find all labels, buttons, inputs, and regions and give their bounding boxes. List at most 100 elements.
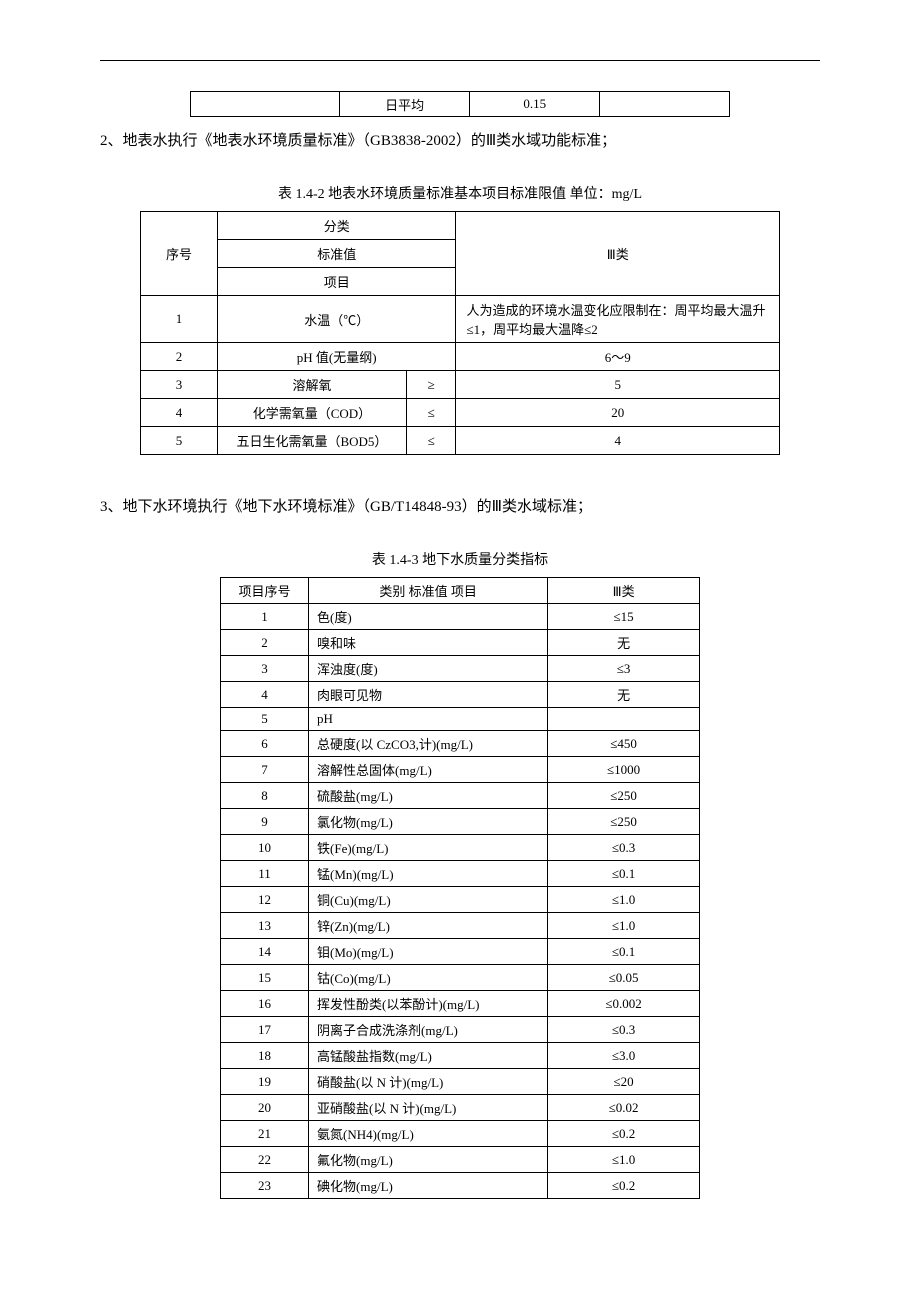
table-row: 22氟化物(mg/L)≤1.0: [221, 1147, 700, 1173]
row-num: 10: [221, 835, 309, 861]
row-num: 6: [221, 731, 309, 757]
table-row: 5五日生化需氧量（BOD5）≤4: [141, 427, 780, 455]
row-item: 铜(Cu)(mg/L): [309, 887, 548, 913]
row-val: 人为造成的环境水温变化应限制在：周平均最大温升≤1，周平均最大温降≤2: [456, 296, 780, 343]
table-row: 19硝酸盐(以 N 计)(mg/L)≤20: [221, 1069, 700, 1095]
row-val: ≤3.0: [548, 1043, 700, 1069]
table-row: 10铁(Fe)(mg/L)≤0.3: [221, 835, 700, 861]
row-val: ≤0.3: [548, 835, 700, 861]
row-val: 无: [548, 630, 700, 656]
row-num: 2: [221, 630, 309, 656]
row-val: ≤0.02: [548, 1095, 700, 1121]
row-num: 1: [141, 296, 218, 343]
header-class3: Ⅲ类: [456, 212, 780, 296]
header-rule: [100, 60, 820, 61]
row-val: ≤0.002: [548, 991, 700, 1017]
caption-142: 表 1.4-2 地表水环境质量标准基本项目标准限值 单位：mg/L: [100, 183, 820, 203]
row-item: 溶解性总固体(mg/L): [309, 757, 548, 783]
table-142: 序号 分类 Ⅲ类 标准值 项目 1水温（℃）人为造成的环境水温变化应限制在：周平…: [140, 211, 780, 455]
row-val: 6～9: [456, 343, 780, 371]
row-item: 硝酸盐(以 N 计)(mg/L): [309, 1069, 548, 1095]
table-row: 12铜(Cu)(mg/L)≤1.0: [221, 887, 700, 913]
row-val: 20: [456, 399, 780, 427]
row-item: 高锰酸盐指数(mg/L): [309, 1043, 548, 1069]
table-row: 日平均 0.15: [191, 92, 730, 117]
row-val: ≤250: [548, 809, 700, 835]
top-cell-3: 0.15: [470, 92, 600, 117]
table-row: 23碘化物(mg/L)≤0.2: [221, 1173, 700, 1199]
row-num: 3: [141, 371, 218, 399]
row-item: 五日生化需氧量（BOD5）: [217, 427, 406, 455]
table-row: 14钼(Mo)(mg/L)≤0.1: [221, 939, 700, 965]
row-num: 1: [221, 604, 309, 630]
row-item: 氨氮(NH4)(mg/L): [309, 1121, 548, 1147]
row-item: 氟化物(mg/L): [309, 1147, 548, 1173]
table-row: 1水温（℃）人为造成的环境水温变化应限制在：周平均最大温升≤1，周平均最大温降≤…: [141, 296, 780, 343]
row-item: 锰(Mn)(mg/L): [309, 861, 548, 887]
row-item: 挥发性酚类(以苯酚计)(mg/L): [309, 991, 548, 1017]
table-row: 11锰(Mn)(mg/L)≤0.1: [221, 861, 700, 887]
row-op: ≥: [407, 371, 456, 399]
paragraph-2: 2、地表水执行《地表水环境质量标准》（GB3838-2002）的Ⅲ类水域功能标准…: [100, 129, 820, 153]
table-row: 2pH 值(无量纲)6～9: [141, 343, 780, 371]
table-row: 15钴(Co)(mg/L)≤0.05: [221, 965, 700, 991]
table-row: 9氯化物(mg/L)≤250: [221, 809, 700, 835]
row-num: 14: [221, 939, 309, 965]
row-item: pH: [309, 708, 548, 731]
table-row: 18高锰酸盐指数(mg/L)≤3.0: [221, 1043, 700, 1069]
row-val: ≤450: [548, 731, 700, 757]
table-row: 1色(度)≤15: [221, 604, 700, 630]
row-item: 化学需氧量（COD）: [217, 399, 406, 427]
row-num: 20: [221, 1095, 309, 1121]
row-num: 8: [221, 783, 309, 809]
table-row: 21氨氮(NH4)(mg/L)≤0.2: [221, 1121, 700, 1147]
row-num: 22: [221, 1147, 309, 1173]
table-row: 4肉眼可见物无: [221, 682, 700, 708]
row-num: 17: [221, 1017, 309, 1043]
table-row: 4化学需氧量（COD）≤20: [141, 399, 780, 427]
row-val: ≤1.0: [548, 913, 700, 939]
table-row: 8硫酸盐(mg/L)≤250: [221, 783, 700, 809]
row-val: ≤1000: [548, 757, 700, 783]
row-item: 铁(Fe)(mg/L): [309, 835, 548, 861]
table-row: 17阴离子合成洗涤剂(mg/L)≤0.3: [221, 1017, 700, 1043]
row-op: ≤: [407, 427, 456, 455]
row-num: 12: [221, 887, 309, 913]
t143-h3: Ⅲ类: [548, 578, 700, 604]
row-num: 7: [221, 757, 309, 783]
row-item: 锌(Zn)(mg/L): [309, 913, 548, 939]
row-num: 11: [221, 861, 309, 887]
row-val: 4: [456, 427, 780, 455]
row-op: ≤: [407, 399, 456, 427]
row-val: 无: [548, 682, 700, 708]
row-item: 色(度): [309, 604, 548, 630]
header-cat2: 标准值: [217, 240, 456, 268]
row-val: ≤15: [548, 604, 700, 630]
row-num: 23: [221, 1173, 309, 1199]
row-num: 16: [221, 991, 309, 1017]
top-cell-1: [191, 92, 340, 117]
row-val: [548, 708, 700, 731]
caption-143: 表 1.4-3 地下水质量分类指标: [100, 549, 820, 569]
row-val: ≤250: [548, 783, 700, 809]
table-row: 序号 分类 Ⅲ类: [141, 212, 780, 240]
table-143: 项目序号 类别 标准值 项目 Ⅲ类 1色(度)≤152嗅和味无3浑浊度(度)≤3…: [220, 577, 700, 1199]
top-partial-table: 日平均 0.15: [190, 91, 730, 117]
row-num: 5: [141, 427, 218, 455]
row-val: ≤1.0: [548, 1147, 700, 1173]
table-row: 3溶解氧≥5: [141, 371, 780, 399]
row-item: 溶解氧: [217, 371, 406, 399]
row-num: 18: [221, 1043, 309, 1069]
row-num: 21: [221, 1121, 309, 1147]
table-row: 13锌(Zn)(mg/L)≤1.0: [221, 913, 700, 939]
row-item: 钼(Mo)(mg/L): [309, 939, 548, 965]
row-val: 5: [456, 371, 780, 399]
row-num: 4: [141, 399, 218, 427]
row-item: 阴离子合成洗涤剂(mg/L): [309, 1017, 548, 1043]
t143-h2: 类别 标准值 项目: [309, 578, 548, 604]
table-row: 6总硬度(以 CzCO3,计)(mg/L)≤450: [221, 731, 700, 757]
row-val: ≤0.2: [548, 1173, 700, 1199]
row-num: 5: [221, 708, 309, 731]
row-val: ≤0.2: [548, 1121, 700, 1147]
table-row: 2嗅和味无: [221, 630, 700, 656]
